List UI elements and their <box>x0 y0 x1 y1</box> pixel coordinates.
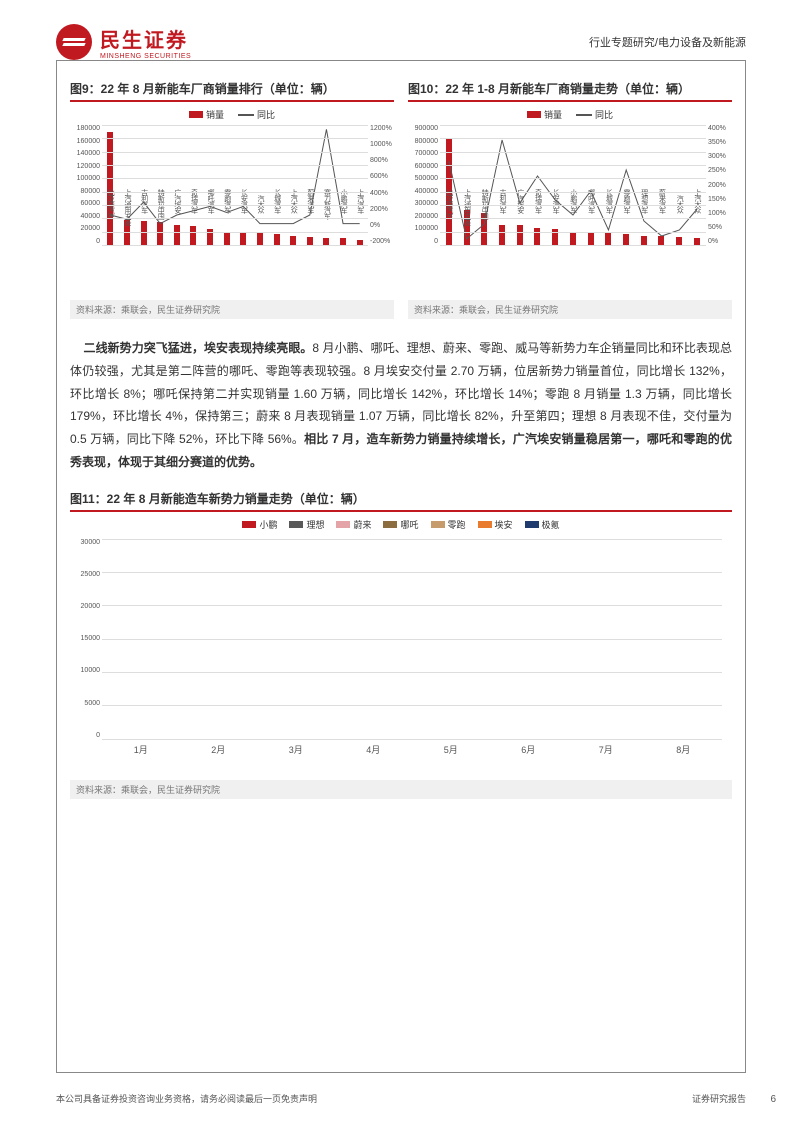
chart11-source: 资料来源：乘联会，民生证券研究院 <box>70 780 732 799</box>
logo-icon <box>56 24 92 60</box>
chart9-title: 图9：22 年 8 月新能车厂商销量排行（单位：辆） <box>70 80 394 102</box>
chart11-xlabels: 1月2月3月4月5月6月7月8月 <box>102 739 722 756</box>
chart10-yaxis-left: 9000008000007000006000005000004000003000… <box>408 125 438 245</box>
charts-row-top: 图9：22 年 8 月新能车厂商销量排行（单位：辆） 销量 同比 1800001… <box>70 80 732 319</box>
chart9-yaxis-right: 1200%1000%800%600%400%200%0%-200% <box>370 125 396 245</box>
chart11-box: 小鹏理想蔚来哪吒零跑埃安极氪 3000025000200001500010000… <box>70 518 732 778</box>
doc-category: 行业专题研究/电力设备及新能源 <box>589 34 746 50</box>
chart10-box: 销量 同比 9000008000007000006000005000004000… <box>408 108 732 298</box>
chart9-box: 销量 同比 1800001600001400001200001000008000… <box>70 108 394 298</box>
chart9-plot: 1800001600001400001200001000008000060000… <box>102 125 368 245</box>
page-header: 民生证券 MINSHENG SECURITIES 行业专题研究/电力设备及新能源 <box>56 24 746 60</box>
logo: 民生证券 MINSHENG SECURITIES <box>56 24 191 60</box>
chart9-legend: 销量 同比 <box>70 108 394 121</box>
page-number: 6 <box>770 1094 776 1105</box>
footer-left: 本公司具备证券投资咨询业务资格，请务必阅读最后一页免责声明 <box>56 1092 317 1105</box>
chart9-yaxis-left: 1800001600001400001200001000008000060000… <box>70 125 100 245</box>
chart11-plot: 300002500020000150001000050000 1月2月3月4月5… <box>102 539 722 739</box>
chart9-legend-bar: 销量 <box>206 108 224 121</box>
chart9: 图9：22 年 8 月新能车厂商销量排行（单位：辆） 销量 同比 1800001… <box>70 80 394 319</box>
chart10-legend: 销量 同比 <box>408 108 732 121</box>
chart10-legend-bar: 销量 <box>544 108 562 121</box>
body-paragraph: 二线新势力突飞猛进，埃安表现持续亮眼。8 月小鹏、哪吒、理想、蔚来、零跑、威马等… <box>70 337 732 474</box>
chart11-legend: 小鹏理想蔚来哪吒零跑埃安极氪 <box>70 518 732 531</box>
chart9-legend-line: 同比 <box>257 108 275 121</box>
chart11-title: 图11：22 年 8 月新能造车新势力销量走势（单位：辆） <box>70 490 732 512</box>
footer-right: 证券研究报告 <box>692 1092 746 1105</box>
chart10-source: 资料来源：乘联会，民生证券研究院 <box>408 300 732 319</box>
chart9-source: 资料来源：乘联会，民生证券研究院 <box>70 300 394 319</box>
chart10-legend-line: 同比 <box>595 108 613 121</box>
logo-text-cn: 民生证券 <box>100 24 191 53</box>
chart11: 图11：22 年 8 月新能造车新势力销量走势（单位：辆） 小鹏理想蔚来哪吒零跑… <box>70 490 732 799</box>
chart11-yaxis: 300002500020000150001000050000 <box>70 539 100 739</box>
para-lead: 二线新势力突飞猛进，埃安表现持续亮眼。 <box>84 341 313 355</box>
chart10-title: 图10：22 年 1-8 月新能车厂商销量走势（单位：辆） <box>408 80 732 102</box>
page-footer: 本公司具备证券投资咨询业务资格，请务必阅读最后一页免责声明 证券研究报告 <box>56 1092 746 1105</box>
chart10: 图10：22 年 1-8 月新能车厂商销量走势（单位：辆） 销量 同比 9000… <box>408 80 732 319</box>
para-body: 8 月小鹏、哪吒、理想、蔚来、零跑、威马等新势力车企销量同比和环比表现总体仍较强… <box>70 341 732 446</box>
chart10-plot: 9000008000007000006000005000004000003000… <box>440 125 706 245</box>
chart10-yaxis-right: 400%350%300%250%200%150%100%50%0% <box>708 125 734 245</box>
logo-text-en: MINSHENG SECURITIES <box>100 53 191 60</box>
content: 图9：22 年 8 月新能车厂商销量排行（单位：辆） 销量 同比 1800001… <box>70 74 732 799</box>
